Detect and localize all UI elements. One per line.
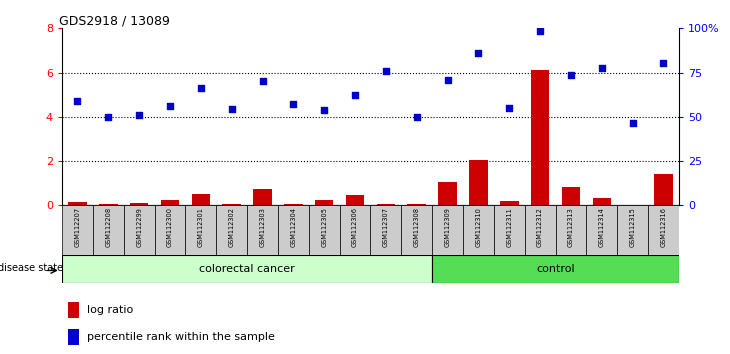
Bar [525, 205, 556, 255]
Text: GSM112301: GSM112301 [198, 207, 204, 247]
Bar [68, 329, 80, 345]
Text: GSM112307: GSM112307 [383, 207, 389, 247]
Text: GSM112208: GSM112208 [105, 207, 111, 247]
Point [102, 114, 114, 120]
Bar [561, 187, 580, 205]
Bar [407, 204, 426, 205]
Point [411, 114, 423, 120]
Bar [531, 70, 550, 205]
Bar [62, 205, 93, 255]
Text: GSM112303: GSM112303 [260, 207, 266, 247]
Point [195, 85, 207, 91]
Text: GSM112306: GSM112306 [352, 207, 358, 247]
Point [288, 101, 299, 107]
Text: GSM112315: GSM112315 [630, 207, 636, 247]
Bar [68, 202, 87, 205]
Point [318, 107, 330, 113]
Text: GSM112300: GSM112300 [167, 207, 173, 247]
Point [380, 69, 392, 74]
Bar [556, 205, 586, 255]
Point [504, 105, 515, 111]
Bar [62, 255, 432, 283]
Text: GSM112207: GSM112207 [74, 207, 80, 247]
Text: GSM112310: GSM112310 [475, 207, 481, 247]
Bar [402, 205, 432, 255]
Bar [99, 204, 118, 205]
Text: GSM112314: GSM112314 [599, 207, 604, 247]
Bar [155, 205, 185, 255]
Bar [216, 205, 247, 255]
Bar [346, 195, 364, 205]
Bar [185, 205, 216, 255]
Bar [593, 198, 611, 205]
Bar [432, 255, 679, 283]
Text: GSM112309: GSM112309 [445, 207, 450, 247]
Bar [278, 205, 309, 255]
Point [565, 72, 577, 78]
Point [72, 98, 83, 104]
Text: colorectal cancer: colorectal cancer [199, 264, 295, 274]
Text: GSM112304: GSM112304 [291, 207, 296, 247]
Bar [68, 302, 80, 318]
Text: disease state: disease state [0, 263, 64, 273]
Point [596, 65, 607, 71]
Bar [284, 204, 303, 205]
Bar [223, 204, 241, 205]
Point [627, 121, 639, 126]
Point [442, 78, 453, 83]
Point [164, 103, 176, 109]
Text: GSM112312: GSM112312 [537, 207, 543, 247]
Bar [463, 205, 494, 255]
Bar [494, 205, 525, 255]
Bar [247, 205, 278, 255]
Bar [469, 160, 488, 205]
Text: GSM112305: GSM112305 [321, 207, 327, 247]
Point [472, 50, 484, 56]
Text: GSM112308: GSM112308 [414, 207, 420, 247]
Bar [161, 200, 180, 205]
Text: GSM112316: GSM112316 [661, 207, 666, 247]
Bar [618, 205, 648, 255]
Point [134, 112, 145, 118]
Text: GSM112311: GSM112311 [507, 207, 512, 246]
Point [349, 92, 361, 98]
Bar [432, 205, 463, 255]
Point [658, 60, 669, 65]
Bar [339, 205, 371, 255]
Point [257, 79, 269, 84]
Bar [253, 189, 272, 205]
Text: GSM112299: GSM112299 [137, 207, 142, 247]
Bar [500, 201, 518, 205]
Bar [654, 175, 673, 205]
Bar [191, 194, 210, 205]
Bar [315, 200, 334, 205]
Text: percentile rank within the sample: percentile rank within the sample [87, 332, 274, 342]
Text: GSM112313: GSM112313 [568, 207, 574, 246]
Bar [130, 202, 148, 205]
Bar [309, 205, 339, 255]
Text: log ratio: log ratio [87, 305, 133, 315]
Bar [648, 205, 679, 255]
Point [226, 106, 237, 112]
Bar [371, 205, 402, 255]
Bar [93, 205, 124, 255]
Bar [377, 204, 395, 205]
Bar [586, 205, 618, 255]
Point [534, 28, 546, 33]
Text: control: control [537, 264, 575, 274]
Text: GDS2918 / 13089: GDS2918 / 13089 [59, 14, 170, 27]
Bar [124, 205, 155, 255]
Bar [438, 182, 457, 205]
Text: GSM112302: GSM112302 [228, 207, 234, 247]
